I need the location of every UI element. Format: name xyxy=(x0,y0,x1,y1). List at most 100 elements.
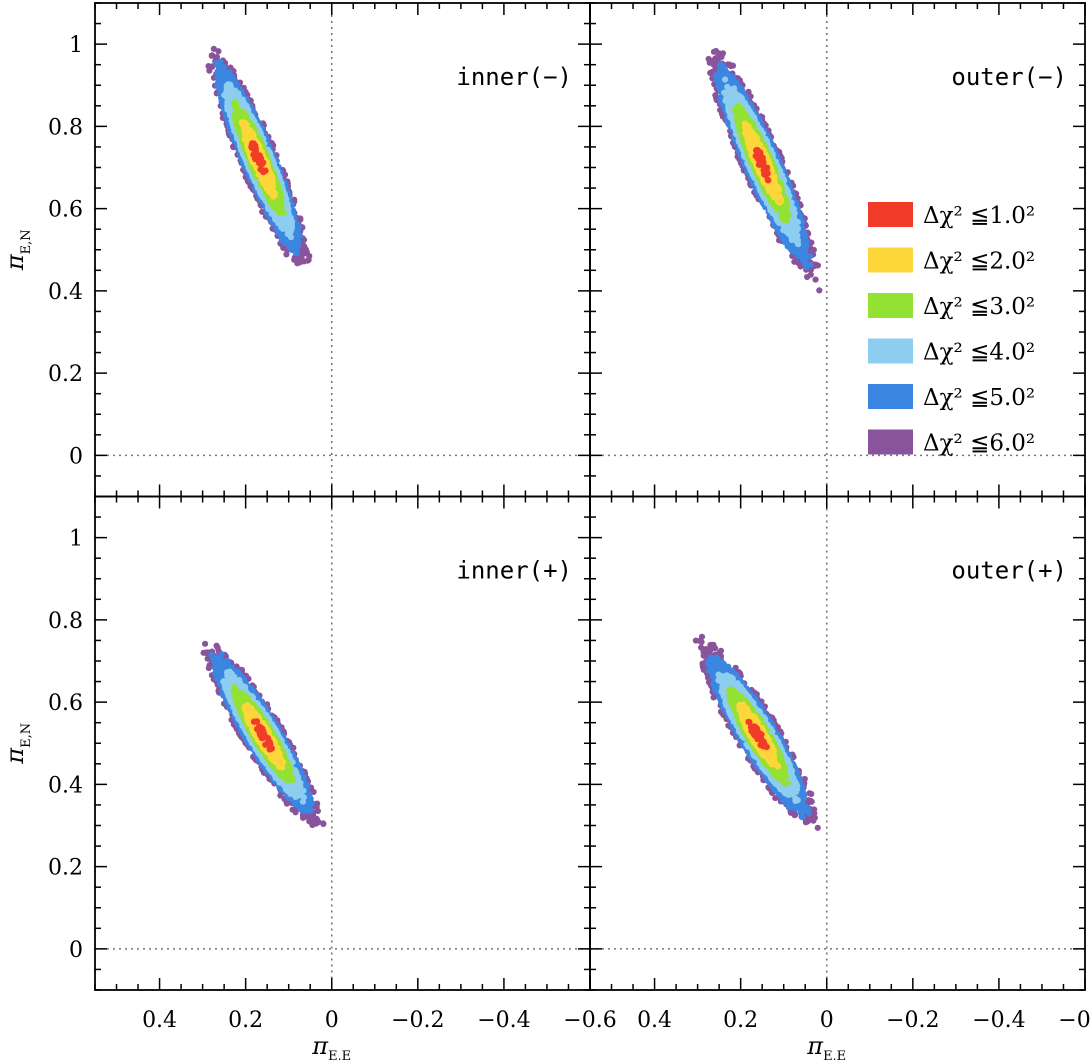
data-point-level-5 xyxy=(803,264,810,271)
y-tick-label: 0.8 xyxy=(48,115,83,140)
data-point-level-4 xyxy=(785,229,792,236)
data-point-level-3 xyxy=(779,213,786,221)
data-point-level-3 xyxy=(232,116,239,123)
data-point-level-1 xyxy=(765,177,772,184)
data-point-level-6 xyxy=(213,642,220,649)
data-point-level-4 xyxy=(794,232,801,239)
data-point-level-3 xyxy=(781,203,788,210)
panel-label: outer(−) xyxy=(951,63,1067,91)
data-point-level-5 xyxy=(717,69,724,77)
data-point-level-5 xyxy=(796,250,804,257)
data-point-level-6 xyxy=(215,48,222,55)
data-point-level-6 xyxy=(302,248,309,256)
data-point-level-3 xyxy=(735,102,742,109)
scatter-points xyxy=(200,640,327,829)
data-point-level-4 xyxy=(228,94,235,101)
data-point-level-4 xyxy=(784,223,791,230)
data-point-level-2 xyxy=(742,129,749,136)
data-point-level-5 xyxy=(216,63,223,70)
data-point-level-5 xyxy=(800,257,807,264)
data-point-level-5 xyxy=(806,253,814,260)
data-point-level-1 xyxy=(764,170,771,177)
scatter-points xyxy=(205,45,313,267)
data-point-level-6 xyxy=(816,287,823,294)
data-point-level-2 xyxy=(267,189,274,196)
data-point-level-2 xyxy=(244,134,251,141)
data-point-level-3 xyxy=(273,202,280,209)
data-point-level-4 xyxy=(775,219,782,226)
data-point-level-4 xyxy=(735,94,742,102)
data-point-level-6 xyxy=(306,818,313,825)
data-point-level-4 xyxy=(731,90,738,97)
data-point-level-4 xyxy=(226,108,233,115)
data-point-level-2 xyxy=(247,127,254,134)
data-point-level-5 xyxy=(777,231,785,239)
data-point-level-5 xyxy=(788,246,795,253)
data-point-level-6 xyxy=(794,258,801,265)
data-point-level-5 xyxy=(231,77,239,85)
data-point-level-4 xyxy=(749,112,756,119)
data-point-level-6 xyxy=(717,106,724,114)
data-point-level-1 xyxy=(250,140,257,147)
data-point-level-6 xyxy=(712,60,719,67)
data-point-level-1 xyxy=(755,161,763,168)
data-point-level-2 xyxy=(747,130,754,137)
data-point-level-4 xyxy=(275,217,282,224)
scatter-points xyxy=(705,47,823,294)
data-point-level-1 xyxy=(756,154,764,161)
data-point-level-6 xyxy=(305,256,312,264)
data-point-level-6 xyxy=(714,53,721,61)
data-point-level-4 xyxy=(791,227,799,234)
data-point-level-2 xyxy=(772,184,779,191)
data-point-level-6 xyxy=(209,52,216,59)
data-point-level-6 xyxy=(206,662,213,669)
data-point-level-4 xyxy=(238,96,245,104)
data-point-level-3 xyxy=(738,112,745,119)
data-point-level-2 xyxy=(241,119,248,126)
data-point-level-2 xyxy=(771,173,778,180)
y-tick-label: 1 xyxy=(69,33,83,58)
data-point-level-5 xyxy=(723,69,731,76)
data-point-level-4 xyxy=(794,241,802,248)
data-point-level-4 xyxy=(722,97,729,104)
data-point-level-4 xyxy=(792,218,799,225)
data-point-level-3 xyxy=(785,211,792,219)
data-point-level-6 xyxy=(804,273,811,281)
data-point-level-6 xyxy=(311,816,318,823)
data-point-level-6 xyxy=(296,258,303,266)
data-point-level-6 xyxy=(292,806,299,814)
y-tick-label: 0.4 xyxy=(48,280,83,305)
data-point-level-3 xyxy=(230,100,238,107)
data-point-level-3 xyxy=(732,108,739,115)
data-point-level-2 xyxy=(747,136,754,143)
data-point-level-6 xyxy=(201,640,209,647)
data-point-level-4 xyxy=(226,89,233,96)
data-point-level-2 xyxy=(269,179,277,186)
y-tick-label: 0.2 xyxy=(48,362,83,387)
data-point-level-4 xyxy=(721,76,729,83)
data-point-level-6 xyxy=(812,276,819,283)
data-point-level-4 xyxy=(283,225,290,233)
data-point-level-6 xyxy=(320,820,327,828)
data-point-level-5 xyxy=(294,237,301,244)
data-point-level-4 xyxy=(727,112,735,119)
data-point-level-4 xyxy=(724,83,731,90)
y-tick-label: 0 xyxy=(69,444,83,469)
data-point-level-6 xyxy=(277,792,284,799)
data-point-level-2 xyxy=(745,123,752,130)
data-point-level-1 xyxy=(757,149,764,156)
y-tick-label: 0.6 xyxy=(48,198,83,223)
data-point-level-3 xyxy=(276,209,283,216)
y-axis-title: πE,N xyxy=(1,229,34,271)
data-point-level-1 xyxy=(250,151,257,158)
data-point-level-4 xyxy=(788,206,795,213)
data-point-level-4 xyxy=(223,85,230,92)
data-point-level-5 xyxy=(293,250,300,257)
data-point-level-1 xyxy=(262,167,269,174)
data-point-level-4 xyxy=(265,205,272,213)
data-point-level-6 xyxy=(210,45,217,53)
data-point-level-5 xyxy=(214,71,221,78)
data-point-level-6 xyxy=(707,69,714,77)
